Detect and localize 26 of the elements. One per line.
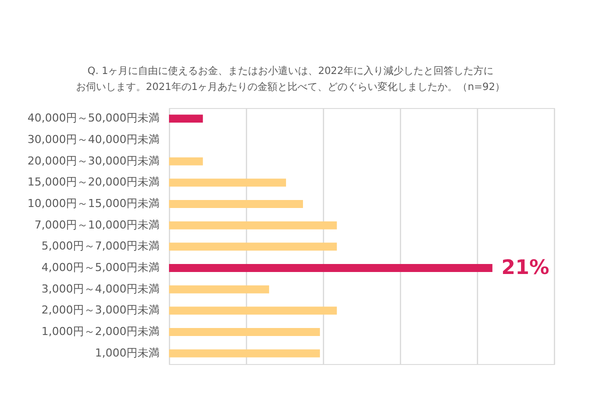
- y-tick-label: 15,000円～20,000円未満: [28, 176, 160, 189]
- bar: [169, 306, 337, 315]
- bar: [169, 242, 337, 251]
- y-tick-label: 5,000円～7,000円未満: [42, 240, 160, 253]
- y-tick-label: 4,000円～5,000円未満: [42, 261, 160, 274]
- y-tick-label: 1,000円未満: [95, 346, 160, 360]
- y-tick-label: 20,000円～30,000円未満: [28, 154, 160, 168]
- bar: [169, 285, 270, 294]
- bar: [169, 221, 337, 230]
- chart-title: Q. 1ヶ月に自由に使えるお金、またはお小遣いは、2022年に入り減少したと回答した方に: [87, 65, 494, 77]
- y-tick-label: 3,000円～4,000円未満: [42, 282, 160, 296]
- bar: [169, 178, 286, 187]
- y-tick-label: 10,000円～15,000円未満: [28, 197, 160, 210]
- chart-subtitle: お伺いします。2021年の1ヶ月あたりの金額と比べて、どのぐらい変化しましたか。（n=92）: [76, 81, 506, 93]
- y-tick-label: 7,000円～10,000円未満: [34, 218, 160, 232]
- bar: [169, 349, 320, 358]
- bar: [169, 328, 320, 336]
- y-tick-label: 30,000円～40,000円未満: [28, 133, 160, 146]
- bar: [169, 157, 203, 166]
- y-tick-label: 40,000円～50,000円未満: [28, 112, 160, 125]
- y-tick-label: 1,000円～2,000円未満: [42, 325, 160, 338]
- data-label: 21%: [501, 255, 550, 279]
- bar: [169, 200, 303, 208]
- bar: [169, 264, 492, 272]
- bar: [169, 114, 203, 123]
- y-tick-label: 2,000円～3,000円未満: [42, 304, 160, 317]
